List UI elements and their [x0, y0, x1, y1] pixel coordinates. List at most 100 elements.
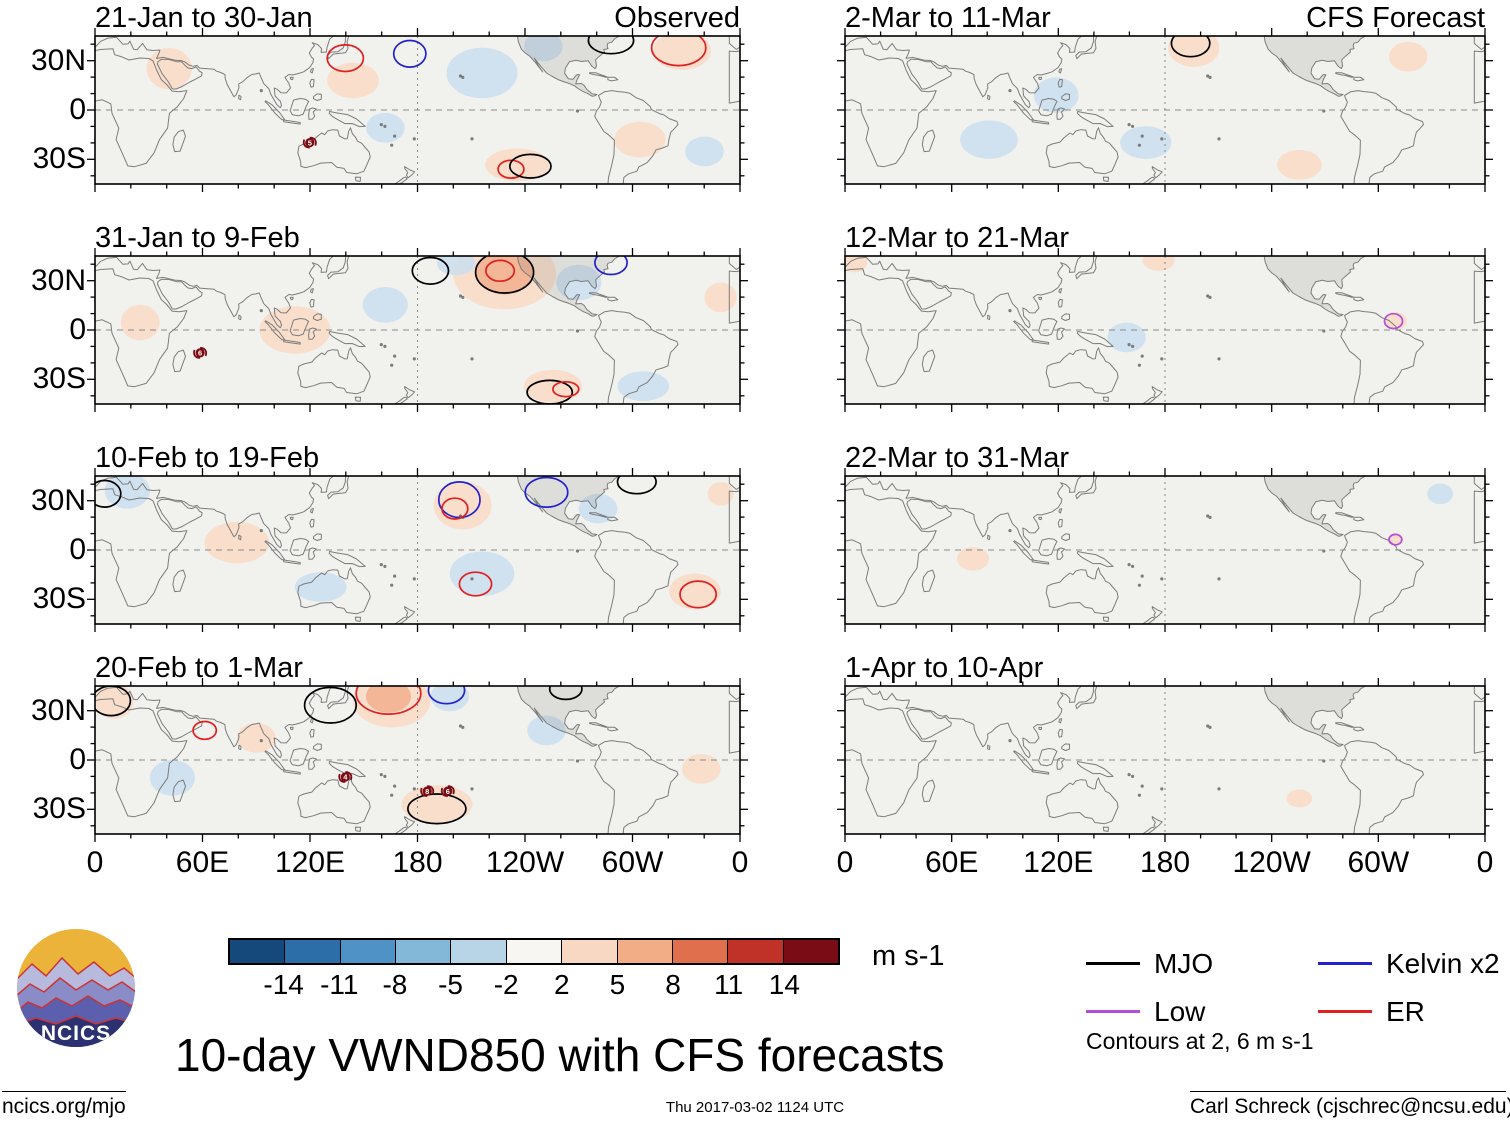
- island-dot: [1217, 357, 1221, 361]
- lon-axis-label: 0: [1476, 846, 1494, 879]
- colorbar-tick-label: -8: [382, 969, 408, 1000]
- coastline: [1102, 176, 1109, 182]
- coastline: [354, 616, 361, 622]
- map-panel: 5: [87, 28, 748, 192]
- coastline: [1031, 769, 1050, 775]
- island-dot: [1137, 363, 1141, 367]
- wave-contour-MJO: [303, 686, 358, 724]
- colorbar-cell: [616, 940, 672, 963]
- storm-number: 4: [343, 773, 348, 782]
- coastline: [1056, 547, 1066, 560]
- anomaly-shading: [1120, 126, 1172, 159]
- coastline: [404, 386, 416, 399]
- island-dot: [575, 329, 580, 333]
- footer-timestamp: Thu 2017-03-02 1124 UTC: [665, 1099, 845, 1116]
- coastline: [1057, 518, 1063, 528]
- coastline: [1061, 533, 1070, 541]
- panel-title: 1-Apr to 10-Apr: [845, 652, 1485, 684]
- wave-contour-Kelvin: [594, 256, 628, 276]
- colorbar-cell: [561, 940, 617, 963]
- lat-axis-label: 30S: [32, 582, 86, 616]
- coastline: [289, 748, 310, 767]
- coastline: [354, 826, 361, 832]
- wave-contour-MJO: [616, 476, 657, 495]
- coastline: [906, 58, 952, 90]
- coastline: [328, 761, 366, 778]
- coastline: [1058, 508, 1063, 514]
- island-dot: [1131, 344, 1135, 348]
- coastline: [1151, 166, 1163, 179]
- coastline: [1013, 750, 1034, 771]
- contour-note: Contours at 2, 6 m s-1: [1086, 1028, 1314, 1054]
- island-dot: [1008, 529, 1012, 533]
- island-dot: [461, 75, 465, 79]
- island-dot: [259, 739, 263, 743]
- panel-period-label: 2-Mar to 11-Mar: [845, 2, 1051, 34]
- coastline: [1013, 100, 1034, 121]
- coastline: [264, 100, 286, 121]
- coastline: [516, 256, 621, 317]
- island-dot: [1208, 75, 1212, 79]
- coastline: [328, 551, 366, 568]
- panel-border: [94, 475, 741, 625]
- anomaly-shading: [960, 120, 1018, 159]
- anomaly-shading: [707, 482, 734, 506]
- coastline: [1151, 386, 1163, 399]
- wave-contour-MJO: [508, 153, 552, 179]
- island-dot: [575, 109, 580, 113]
- wave-contour-MJO: [587, 36, 635, 55]
- coastline: [1031, 339, 1050, 345]
- panel-border: [844, 475, 1486, 625]
- storm-symbol: 8: [420, 785, 435, 797]
- wave-contour-MJO: [95, 479, 122, 508]
- coastline: [309, 518, 315, 528]
- wave-contour-ER: [679, 580, 718, 609]
- coastline: [845, 256, 1083, 329]
- coastline: [95, 268, 188, 388]
- coastline: [95, 698, 188, 818]
- panel-period-label: 21-Jan to 30-Jan: [95, 2, 313, 34]
- coastline: [310, 508, 314, 514]
- island-dot: [259, 309, 263, 313]
- anomaly-shading: [1107, 322, 1146, 353]
- panel-border: [844, 255, 1486, 405]
- coastline: [594, 530, 679, 624]
- coastline: [1353, 516, 1365, 522]
- coastline: [95, 36, 335, 109]
- ncics-logo: NCICS: [16, 928, 136, 1048]
- coastline: [1335, 722, 1354, 728]
- coastline: [1038, 76, 1043, 81]
- island-dot: [390, 583, 394, 587]
- island-dot: [458, 724, 463, 728]
- coastline: [1102, 396, 1109, 402]
- island-dot: [1208, 725, 1212, 729]
- wave-contour-ER: [497, 159, 525, 179]
- island-dot: [393, 134, 397, 138]
- wave-contour-MJO: [407, 793, 467, 825]
- coastline: [394, 176, 408, 184]
- coastline: [845, 476, 1083, 549]
- anomaly-shading: [669, 573, 721, 610]
- panel-border: [94, 255, 741, 405]
- island-dot: [458, 294, 463, 298]
- panel-title: 21-Jan to 30-Jan Observed: [95, 2, 740, 34]
- panel-period-label: 22-Mar to 31-Mar: [845, 442, 1070, 474]
- coastline: [607, 296, 619, 302]
- coastline: [404, 816, 416, 829]
- colorbar-units-label: m s-1: [872, 940, 945, 972]
- colorbar-tick-label: 11: [714, 969, 744, 1000]
- wave-contour-MJO: [1170, 36, 1211, 58]
- lat-axis-label: 30S: [32, 362, 86, 396]
- coastline: [1151, 816, 1163, 829]
- island-dot: [379, 563, 383, 567]
- legend-label-Kelvin: Kelvin x2: [1386, 948, 1500, 979]
- coastline: [594, 310, 679, 404]
- coastline: [1031, 559, 1050, 565]
- coastline: [308, 757, 317, 770]
- anomaly-shading: [653, 36, 711, 70]
- coastline: [845, 488, 937, 608]
- island-dot: [1137, 583, 1141, 587]
- storm-symbol: 6: [193, 347, 208, 359]
- coastline: [728, 270, 740, 324]
- anomaly-shading: [957, 547, 989, 571]
